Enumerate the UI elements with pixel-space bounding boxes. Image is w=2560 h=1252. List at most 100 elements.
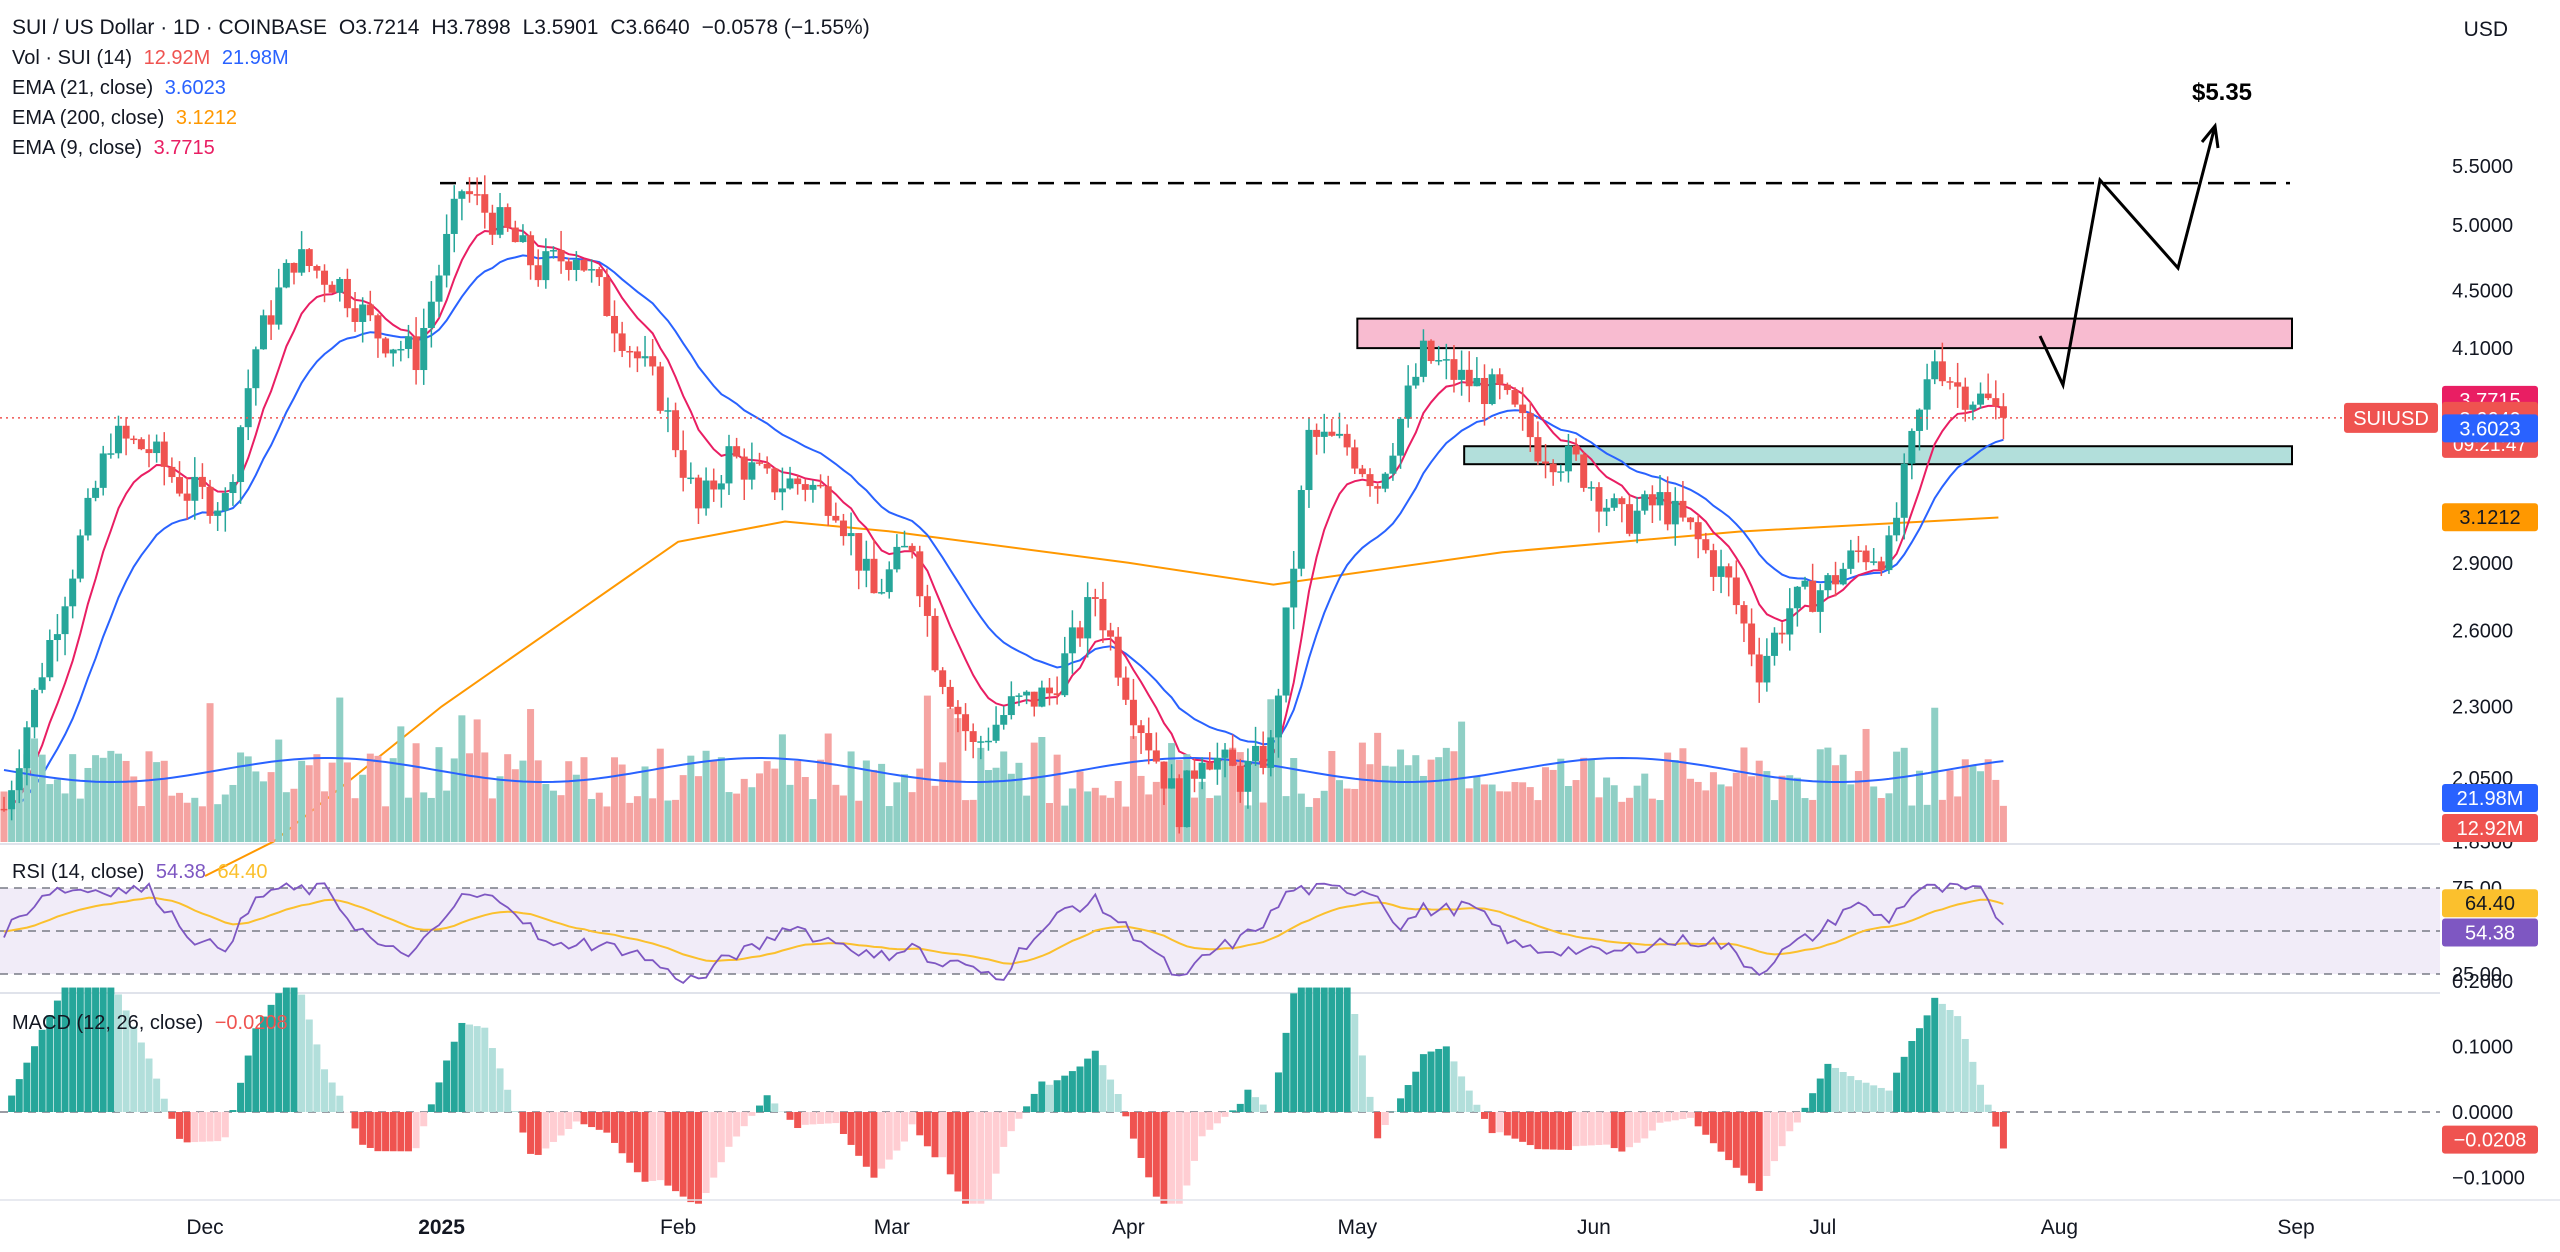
volume-bar [259,781,267,842]
macd-bar [1526,1112,1534,1146]
macd-bar [1351,1014,1359,1112]
candle-body [160,441,168,467]
volume-bar [1145,794,1153,842]
candle [1572,438,1580,461]
candle-body [122,425,130,439]
volume-bar [1213,795,1221,842]
candle [221,487,229,532]
macd-bar [1099,1065,1107,1112]
rsi-tag-bg [2442,918,2538,947]
candle-body [694,477,702,509]
time-axis[interactable]: Dec 2025 Feb Mar Apr May Jun Jul Aug Sep [0,1199,2560,1239]
volume-bar [168,795,176,842]
candle [1076,620,1084,647]
macd-bar [1603,1112,1611,1145]
candle-body [977,741,985,743]
ema21-legend[interactable]: EMA (21, close) 3.6023 [12,73,232,103]
volume-bar [298,760,306,842]
candle [321,264,329,303]
macd-bar [473,1026,481,1112]
volume-bar [946,708,954,842]
candle-body [1694,522,1702,540]
candle-body [1145,733,1153,751]
macd-bar [1229,1110,1237,1112]
volume-bar [313,754,321,842]
volume-bar [702,750,710,842]
volume-bar [267,772,275,842]
candle [1412,363,1420,389]
volume-bar [1465,788,1473,842]
volume-bar [1168,743,1176,842]
candle-body [1488,374,1496,405]
candle-body [1648,494,1656,506]
volume-bar [1641,773,1649,842]
currency-selector[interactable]: USD [2463,18,2508,41]
candle [1526,401,1534,452]
volume-bar [1694,781,1702,842]
candle-body [702,480,710,509]
ema200-legend[interactable]: EMA (200, close) 3.1212 [12,103,243,133]
macd-bar [1694,1112,1702,1127]
volume-bar [130,776,138,842]
macd-bar [1076,1066,1084,1112]
candle-body [1908,430,1916,464]
ema9-line [10,225,2004,807]
candle-body [618,333,626,351]
macd-pane[interactable] [0,987,2440,1204]
macd-bar [305,1019,313,1112]
price-pane[interactable]: $5.35 [0,0,2560,994]
macd-bar [1908,1041,1916,1112]
macd-legend[interactable]: MACD (12, 26, close) −0.0208 [12,1008,294,1038]
candle [694,474,702,524]
macd-bar [809,1112,817,1125]
candle [687,462,695,484]
candle [1046,678,1053,706]
candle-body [137,439,145,450]
macd-bar [107,987,115,1112]
volume-bar [1816,749,1824,842]
macd-bar [656,1112,664,1181]
candle [1091,588,1099,617]
candle [1503,382,1511,395]
macd-bar [481,1027,489,1112]
macd-bar [1427,1051,1435,1112]
rsi-pane[interactable] [0,882,2440,985]
candle [1740,601,1748,643]
candle-body [1503,384,1511,391]
candle [1297,485,1305,577]
volume-bar [1099,795,1107,842]
macd-bar [1542,1112,1550,1150]
volume-bar [99,757,107,842]
volume-bar [885,806,893,842]
volume-bar [1435,757,1443,842]
volume-bar [305,765,313,842]
ema9-legend[interactable]: EMA (9, close) 3.7715 [12,133,221,163]
macd-bar [1816,1078,1824,1112]
candle-body [748,462,756,480]
candle-body [908,545,916,552]
volume-bar [1068,788,1076,842]
candle-body [824,486,832,516]
symbol-legend: SUI / US Dollar · 1D · COINBASE O3.7214 … [12,13,876,43]
macd-bar [1793,1112,1801,1123]
macd-bar [611,1112,619,1143]
candle [92,480,100,502]
macd-bar [817,1112,825,1124]
volume-value: 12.92M [143,47,211,69]
price-axis[interactable]: 5.50005.00004.50004.10003.50002.90002.60… [2344,0,2560,1252]
macd-bar [244,1055,252,1112]
candle-body [855,533,863,571]
candle-body [313,266,321,271]
volume-bar [1847,784,1855,842]
macd-bar [1412,1071,1420,1112]
candle-body [366,304,374,316]
ema21-line [18,254,2004,805]
volume-bar [862,760,870,842]
volume-legend[interactable]: Vol · SUI (14) 12.92M 21.98M [12,43,295,73]
candle-body [1091,597,1099,599]
volume-bar [1442,747,1450,842]
rsi-legend[interactable]: RSI (14, close) 54.38 64.40 [12,857,274,887]
candle-body [565,261,573,270]
macd-bar [1084,1058,1092,1112]
